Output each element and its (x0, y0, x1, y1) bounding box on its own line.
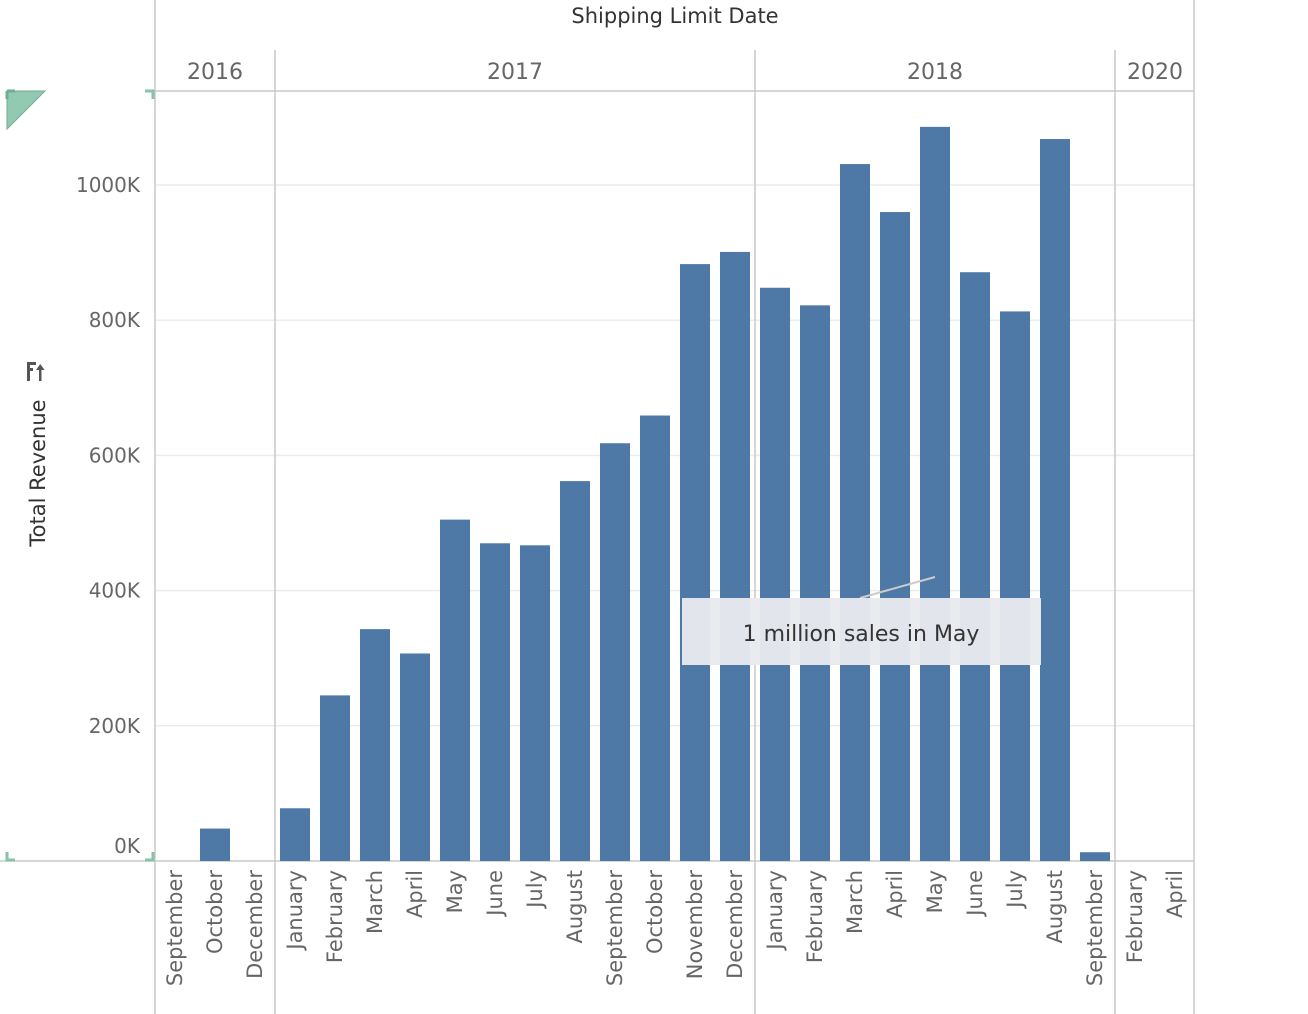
bar-2017-october[interactable] (640, 415, 670, 861)
bar-2018-january[interactable] (760, 287, 790, 861)
bars (200, 126, 1110, 862)
bar-2018-february[interactable] (800, 305, 830, 861)
bar-2017-july[interactable] (520, 545, 550, 861)
sort-icon[interactable] (27, 362, 45, 381)
y-tick-label: 200K (89, 714, 141, 738)
year-header-label: 2017 (487, 60, 543, 85)
y-tick-label: 800K (89, 308, 141, 332)
x-tick-label: January (763, 870, 787, 952)
bar-2017-may[interactable] (440, 519, 470, 861)
y-axis-title-group: Total Revenue (26, 362, 50, 548)
x-tick-label: April (883, 870, 907, 918)
bar-2017-april[interactable] (400, 653, 430, 861)
bar-2018-april[interactable] (880, 212, 910, 862)
x-tick-label: September (1083, 870, 1107, 986)
y-tick-label: 400K (89, 579, 141, 603)
bar-2018-june[interactable] (960, 272, 990, 862)
x-tick-label: July (523, 870, 547, 910)
x-tick-label: December (243, 870, 267, 979)
x-tick-label: June (483, 870, 507, 918)
x-tick-label: November (683, 870, 707, 980)
bar-2018-july[interactable] (1000, 311, 1030, 861)
x-tick-label: March (843, 870, 867, 934)
x-tick-label: June (963, 870, 987, 918)
y-tick-label: 600K (89, 443, 141, 467)
x-tick-label: March (363, 870, 387, 934)
x-tick-label: September (163, 870, 187, 986)
corner-indicator-icon (5, 89, 155, 862)
x-tick-label: August (563, 870, 587, 944)
bar-2017-august[interactable] (560, 481, 590, 861)
x-tick-label: July (1003, 870, 1027, 910)
x-tick-label: August (1043, 870, 1067, 944)
year-header-label: 2018 (907, 60, 963, 85)
year-header-label: 2016 (187, 60, 243, 85)
x-tick-label: January (283, 870, 307, 952)
bar-2017-december[interactable] (720, 251, 750, 861)
x-tick-label: February (323, 870, 347, 963)
y-tick-label: 0K (114, 834, 141, 858)
x-tick-label: April (403, 870, 427, 918)
bar-2017-march[interactable] (360, 629, 390, 861)
x-tick-label: September (603, 870, 627, 986)
column-header-title: Shipping Limit Date (571, 4, 778, 28)
x-tick-label: May (443, 870, 467, 913)
labels: 0K 200K 400K 600K 800K 1000K September October D… (76, 60, 1187, 986)
bar-2018-september[interactable] (1080, 852, 1110, 861)
bar-2016-october[interactable] (200, 828, 230, 861)
bar-2017-january[interactable] (280, 808, 310, 861)
bar-2017-november[interactable] (680, 264, 710, 861)
bar-2017-february[interactable] (320, 695, 350, 861)
x-tick-label: October (203, 870, 227, 954)
x-tick-label: October (643, 870, 667, 954)
bar-2018-august[interactable] (1040, 139, 1070, 862)
y-tick-label: 1000K (76, 173, 141, 197)
annotation: 1 million sales in May (682, 576, 1041, 665)
x-tick-label: February (803, 870, 827, 963)
year-header-label: 2020 (1127, 60, 1183, 85)
x-tick-label: April (1163, 870, 1187, 918)
bar-2018-march[interactable] (840, 164, 870, 861)
x-tick-label: May (923, 870, 947, 913)
bar-2017-september[interactable] (600, 443, 630, 861)
annotation-pointer (859, 576, 936, 599)
y-axis-title: Total Revenue (26, 399, 50, 547)
x-tick-label: February (1123, 870, 1147, 963)
annotation-text: 1 million sales in May (743, 622, 980, 647)
x-tick-label: December (723, 870, 747, 979)
annotation-box (682, 598, 1041, 665)
bar-2017-june[interactable] (480, 543, 510, 861)
bar-2018-may[interactable] (920, 126, 950, 861)
